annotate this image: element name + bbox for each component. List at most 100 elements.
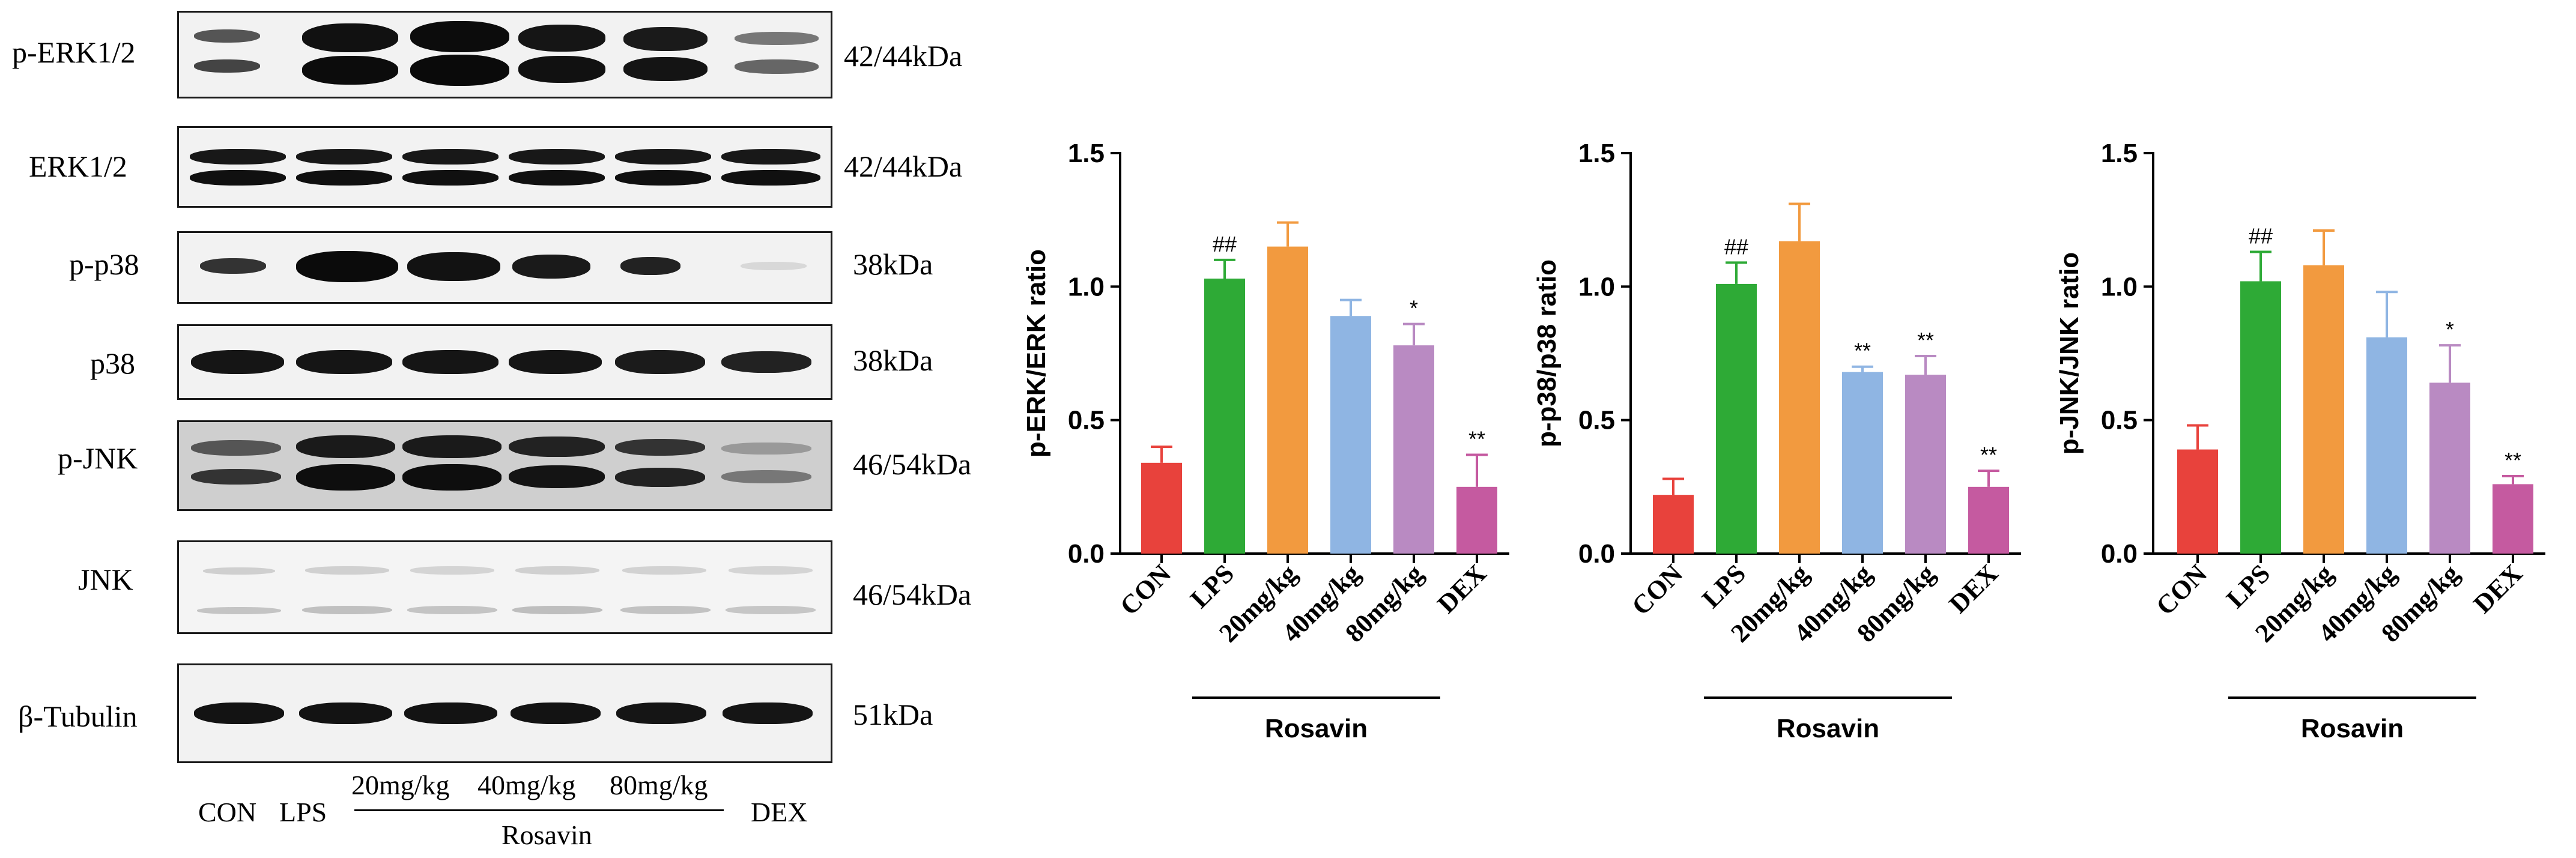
blot-panel-p38	[177, 324, 832, 400]
band	[518, 25, 605, 52]
band	[509, 170, 605, 186]
y-tick-label: 0.0	[2101, 539, 2138, 569]
y-tick-label: 0.0	[1578, 539, 1615, 569]
bar-con	[1141, 462, 1182, 554]
band	[191, 440, 281, 456]
band	[512, 606, 602, 614]
category-label: LPS	[1696, 558, 1751, 614]
blot-panel-p-jnk	[177, 420, 832, 511]
significance-mark: ##	[2249, 224, 2273, 249]
y-tick-label: 0.5	[1068, 406, 1105, 435]
rosavin-group-label: Rosavin	[1265, 714, 1368, 743]
y-axis-label: p-p38/p38 ratio	[1532, 259, 1562, 447]
band	[296, 251, 398, 282]
band	[402, 464, 502, 491]
band	[402, 350, 499, 374]
blot-panel-jnk	[177, 540, 832, 634]
bar-40mg-kg	[1330, 316, 1371, 554]
kda-label-p-jnk: 46/54kDa	[853, 447, 972, 481]
blot-panel-p-p38	[177, 231, 832, 304]
band	[615, 468, 705, 487]
lane-label-con: CON	[198, 797, 257, 827]
y-tick-label: 1.0	[1068, 272, 1105, 301]
bar-dex	[1968, 486, 2009, 554]
category-label: LPS	[1184, 558, 1240, 614]
band	[509, 437, 605, 457]
blot-label-tubulin: β-Tubulin	[18, 699, 138, 733]
band	[615, 439, 705, 456]
band	[402, 170, 499, 186]
y-tick-label: 0.0	[1068, 539, 1105, 569]
band	[302, 606, 392, 614]
y-axis-label: p-ERK/ERK ratio	[1022, 249, 1051, 458]
band	[410, 21, 509, 52]
band	[407, 606, 497, 614]
band	[620, 606, 711, 614]
band	[302, 56, 398, 85]
significance-mark: **	[1980, 443, 1997, 467]
blot-label-jnk: JNK	[78, 563, 133, 596]
lane-label-lps: LPS	[279, 797, 327, 827]
band	[721, 149, 820, 165]
band	[410, 55, 509, 86]
y-tick-label: 1.5	[1578, 139, 1615, 168]
band	[511, 702, 601, 724]
significance-mark: **	[1468, 426, 1485, 451]
kda-label-erk: 42/44kDa	[844, 150, 963, 183]
bar-lps	[1204, 278, 1245, 554]
category-label: DEX	[2468, 558, 2528, 618]
band	[296, 435, 395, 458]
band	[729, 566, 813, 575]
rosavin-group-label: Rosavin	[502, 820, 592, 850]
bar-20mg-kg	[2303, 265, 2344, 554]
band	[615, 149, 711, 165]
blot-label-p-jnk: p-JNK	[58, 441, 138, 475]
band	[623, 57, 708, 81]
band	[299, 702, 392, 724]
band	[741, 262, 807, 270]
band	[721, 443, 811, 455]
bar-40mg-kg	[1842, 372, 1883, 554]
lane-label-20: 20mg/kg	[351, 770, 450, 800]
lane-label-80: 80mg/kg	[610, 770, 708, 800]
bar-80mg-kg	[2429, 382, 2470, 554]
band	[190, 170, 286, 186]
kda-label-p-p38: 38kDa	[853, 247, 933, 281]
band	[735, 59, 819, 74]
significance-mark: **	[1854, 339, 1871, 363]
band	[615, 170, 711, 186]
band	[615, 350, 705, 374]
blot-panel-tubulin	[177, 663, 832, 763]
band	[410, 566, 494, 575]
band	[194, 702, 284, 724]
y-tick-label: 1.5	[2101, 139, 2138, 168]
lane-label-40: 40mg/kg	[477, 770, 576, 800]
band	[509, 465, 605, 488]
significance-mark: *	[2446, 317, 2454, 342]
y-axis-label: p-JNK/JNK ratio	[2055, 252, 2084, 455]
band	[616, 702, 706, 724]
band	[302, 23, 398, 52]
band	[194, 29, 260, 43]
blot-label-p-p38: p-p38	[69, 247, 139, 281]
band	[402, 149, 499, 165]
blot-label-p38: p38	[90, 346, 135, 380]
band	[191, 469, 281, 485]
category-label: LPS	[2220, 558, 2276, 614]
rosavin-group-label: Rosavin	[2301, 714, 2404, 743]
band	[726, 606, 816, 614]
band	[190, 149, 286, 165]
band	[203, 567, 275, 575]
band	[512, 255, 590, 279]
bar-con	[1653, 495, 1694, 554]
band	[197, 607, 281, 614]
bar-80mg-kg	[1905, 375, 1946, 554]
band	[200, 258, 266, 274]
bar-con	[2177, 449, 2218, 554]
band	[721, 170, 820, 186]
band	[721, 470, 811, 483]
blot-label-erk: ERK1/2	[29, 150, 127, 183]
rosavin-group-label: Rosavin	[1777, 714, 1879, 743]
band	[622, 566, 706, 575]
band	[735, 32, 819, 45]
